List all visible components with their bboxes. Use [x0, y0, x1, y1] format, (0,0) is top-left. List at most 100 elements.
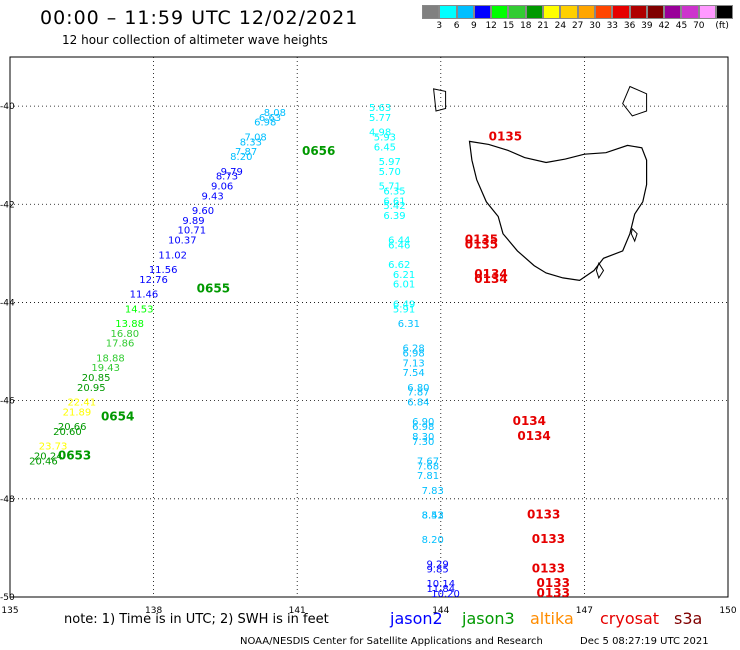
legend-tick-label: 27 — [571, 21, 584, 31]
wave-height-value: 23.73 — [39, 442, 68, 453]
pass-time-label: 0655 — [197, 282, 230, 296]
wave-height-value: 11.56 — [149, 265, 178, 276]
legend-swatch — [473, 5, 492, 19]
wave-height-value: 6.62 — [388, 260, 410, 271]
legend-tick-label: 6 — [453, 21, 460, 31]
wave-height-value: 5.70 — [379, 167, 401, 178]
wave-height-value: 5.97 — [379, 157, 401, 168]
wave-height-value: 10.71 — [178, 226, 207, 237]
satellite-label-jason2: jason2 — [390, 609, 443, 628]
wave-height-value: 8.20 — [230, 152, 252, 163]
wave-height-value: 17.86 — [106, 339, 135, 350]
latitude-tick-label: -50 — [0, 593, 15, 603]
wave-height-value: 9.43 — [201, 191, 223, 202]
island-coastline — [595, 262, 605, 280]
legend-tick-label: 3 — [436, 21, 443, 31]
satellite-label-jason3: jason3 — [462, 609, 515, 628]
legend-tick-label: 24 — [554, 21, 567, 31]
legend-tick-label: 21 — [537, 21, 549, 31]
wave-height-value: 7.87 — [235, 147, 257, 158]
pass-time-label: 0134 — [513, 414, 546, 428]
pass-time-label: 0654 — [101, 409, 134, 423]
wave-height-value: 20.85 — [82, 373, 111, 384]
pass-time-label: 0135 — [489, 129, 522, 143]
legend-swatch — [525, 5, 544, 19]
map-title: 00:00 – 11:59 UTC 12/02/2021 — [40, 7, 359, 29]
wave-height-value: 5.63 — [369, 103, 391, 114]
wave-height-value: 13.88 — [115, 319, 144, 330]
wave-height-value: 7.08 — [245, 132, 267, 143]
pass-time-label: 0653 — [58, 449, 91, 463]
wave-height-value: 6.90 — [412, 417, 434, 428]
legend-swatch — [664, 5, 682, 19]
wave-height-value: 8.73 — [216, 172, 238, 183]
longitude-tick-label: 144 — [432, 606, 449, 616]
legend-swatch — [508, 5, 526, 19]
wave-height-value: 21.89 — [63, 407, 92, 418]
wave-height-value: 19.43 — [91, 363, 120, 374]
wave-height-value: 6.98 — [412, 422, 434, 433]
wave-height-value: 6.28 — [403, 344, 425, 355]
pass-time-label: 0133 — [537, 586, 570, 600]
wave-height-value: 20.66 — [58, 422, 87, 433]
wave-height-value: 14.53 — [125, 304, 154, 315]
longitude-tick-label: 138 — [145, 606, 162, 616]
pass-time-label: 0135 — [465, 237, 498, 251]
legend-tick-label: 39 — [641, 21, 653, 31]
legend-swatch — [681, 5, 699, 19]
wave-height-value: 18.88 — [96, 353, 125, 364]
credit-line: NOAA/NESDIS Center for Satellite Applica… — [240, 636, 543, 647]
legend-swatch — [716, 5, 734, 19]
wave-height-value: 8.53 — [422, 510, 444, 521]
legend-swatch — [491, 5, 509, 19]
wave-height-value: 10.37 — [168, 236, 197, 247]
wave-height-value: 8.08 — [264, 108, 286, 119]
legend-tick-label: 36 — [623, 21, 636, 31]
wave-height-value: 8.33 — [240, 137, 262, 148]
wave-height-value: 7.87 — [407, 388, 429, 399]
wave-height-value: 5.71 — [379, 182, 401, 193]
wave-height-value: 5.91 — [393, 304, 415, 315]
longitude-tick-label: 147 — [576, 606, 593, 616]
wave-height-value: 7.13 — [403, 358, 425, 369]
wave-height-value: 6.98 — [254, 118, 276, 129]
latitude-tick-label: -42 — [0, 200, 15, 210]
legend-tick-label: 45 — [675, 21, 688, 31]
wave-height-value: 5.77 — [369, 113, 391, 124]
latitude-tick-label: -44 — [0, 298, 15, 308]
satellite-label-cryosat: cryosat — [600, 609, 660, 628]
island-coastline — [630, 227, 638, 243]
legend-tick-label: 33 — [606, 21, 619, 31]
wave-height-value: 6.44 — [388, 236, 410, 247]
legend-tick-label: 42 — [658, 21, 670, 31]
pass-time-label: 0134 — [517, 429, 550, 443]
legend-tick-label: 18 — [520, 21, 532, 31]
wave-height-value: 6.63 — [259, 113, 281, 124]
pass-time-label: 0135 — [465, 233, 498, 247]
pass-time-label: 0133 — [532, 532, 565, 546]
wave-height-value: 8.20 — [422, 535, 444, 546]
legend-tick-label: 12 — [485, 21, 497, 31]
wave-height-value: 7.54 — [403, 368, 425, 379]
satellite-label-s3a: s3a — [674, 609, 703, 628]
wave-height-value: 20.95 — [77, 383, 106, 394]
legend-swatch — [422, 5, 440, 19]
legend-swatch — [577, 5, 595, 19]
wave-height-value: 9.85 — [426, 564, 448, 575]
legend-swatch — [629, 5, 647, 19]
wave-height-value: 6.61 — [383, 196, 405, 207]
wave-height-value: 9.60 — [192, 206, 214, 217]
wave-height-value: 9.29 — [426, 560, 448, 571]
legend-tick-label: 30 — [589, 21, 601, 31]
wave-height-value: 11.46 — [130, 290, 159, 301]
tasmania-coastline — [468, 140, 648, 282]
wave-height-value: 6.31 — [398, 319, 420, 330]
map-frame — [9, 56, 729, 598]
wave-height-value: 6.39 — [383, 211, 405, 222]
pass-time-label: 0133 — [532, 561, 565, 575]
legend-swatch — [543, 5, 561, 19]
pass-time-label: 0133 — [537, 576, 570, 590]
wave-height-value: 6.46 — [388, 240, 410, 251]
pass-time-label: 0134 — [474, 272, 507, 286]
